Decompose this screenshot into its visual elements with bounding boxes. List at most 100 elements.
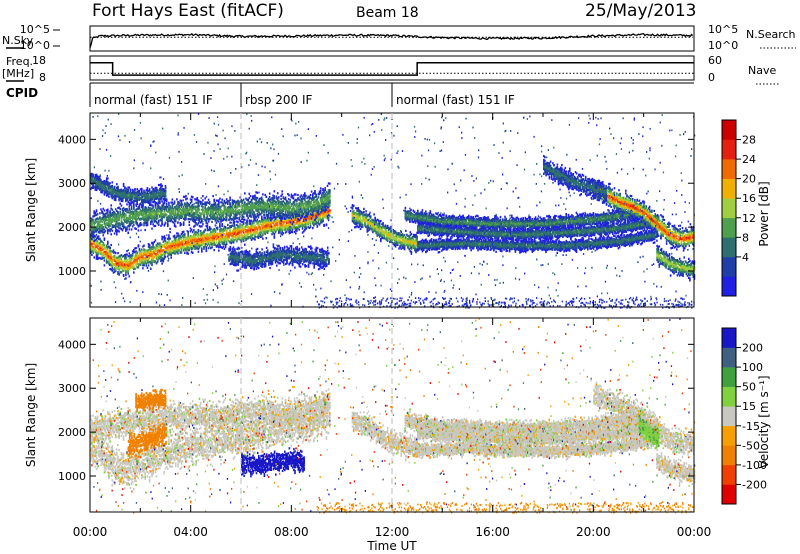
scatter-cell [186,197,188,199]
scatter-cell [181,249,183,251]
scatter-cell [274,237,276,239]
scatter-cell [312,227,314,229]
scatter-cell [269,196,271,198]
freq-tick-lo: 8 [39,71,46,84]
scatter-cell [198,251,200,253]
scatter-cell [218,221,220,223]
scatter-cell [103,226,105,228]
scatter-cell [91,254,93,256]
freq-traces [90,63,694,75]
scatter-cell [240,220,242,222]
scatter-cell [229,199,231,201]
scatter-cell [302,228,304,230]
scatter-cell [144,229,146,231]
scatter-cell [211,246,213,248]
scatter-cell [107,212,109,214]
scatter-cell [122,229,124,231]
nsearch-label: N.Search [746,28,796,41]
scatter-cell [225,246,227,248]
scatter-cell [151,220,153,222]
scatter-cell [123,224,125,226]
scatter-cell [251,232,253,234]
nave-tick-lo: 0 [708,71,715,84]
scatter-cell [146,265,148,267]
scatter-cell [329,212,331,214]
scatter-cell [129,252,131,254]
scatter-cell [262,193,264,195]
scatter-cell [237,221,239,223]
scatter-cell [261,216,263,218]
scatter-cell [107,243,109,245]
scatter-cell [215,202,217,204]
scatter-cell [220,233,222,235]
scatter-cell [244,192,246,194]
scatter-cell [227,203,229,205]
scatter-cell [207,227,209,229]
scatter-cell [267,232,269,234]
scatter-cell [210,228,212,230]
scatter-cell [183,224,185,226]
scatter-cell [270,219,272,221]
scatter-cell [149,257,151,259]
scatter-cell [125,274,127,276]
scatter-cell [219,223,221,225]
scatter-cell [182,216,184,218]
scatter-cell [181,252,183,254]
scatter-cell [91,238,93,240]
scatter-cell [261,218,263,220]
scatter-cell [236,214,238,216]
scatter-cell [166,214,168,216]
scatter-cell [221,199,223,201]
scatter-cell [192,196,194,198]
scatter-cell [174,202,176,204]
scatter-cell [226,243,228,245]
scatter-cell [107,232,109,234]
scatter-cell [103,234,105,236]
scatter-cell [110,204,112,206]
scatter-cell [138,266,140,268]
scatter-cell [183,206,185,208]
scatter-cell [202,208,204,210]
scatter-cell [181,201,183,203]
scatter-cell [234,224,236,226]
scatter-cell [170,257,172,259]
scatter-cell [124,268,126,270]
scatter-cell [229,197,231,199]
scatter-cell [191,201,193,203]
scatter-cell [167,225,169,227]
noise-tick-lo-right: 10^0 [708,39,738,52]
scatter-cell [107,210,109,212]
scatter-cell [169,238,171,240]
scatter-cell [176,217,178,219]
scatter-cell [243,219,245,221]
scatter-cell [328,219,330,221]
scatter-cell [126,250,128,252]
scatter-cell [116,233,118,235]
scatter-cell [323,224,325,226]
scatter-cell [266,196,268,198]
scatter-cell [97,213,99,215]
scatter-cell [92,219,94,221]
scatter-cell [216,221,218,223]
scatter-cell [329,209,331,211]
scatter-cell [250,195,252,197]
scatter-cell [127,273,129,275]
scatter-cell [97,240,99,242]
scatter-cell [277,224,279,226]
scatter-cell [155,225,157,227]
scatter-cell [152,244,154,246]
scatter-cell [105,230,107,232]
scatter-cell [247,217,249,219]
noise-panel-frame [90,26,694,51]
nsky-series-line [90,34,693,48]
scatter-cell [121,220,123,222]
scatter-cell [110,233,112,235]
scatter-cell [206,250,208,252]
scatter-cell [175,225,177,227]
radar-summary-plot: Fort Hays East (fitACF) Beam 18 25/May/2… [0,0,800,554]
scatter-cell [247,233,249,235]
scatter-cell [227,224,229,226]
scatter-cell [230,226,232,228]
scatter-cell [202,223,204,225]
scatter-cell [257,192,259,194]
